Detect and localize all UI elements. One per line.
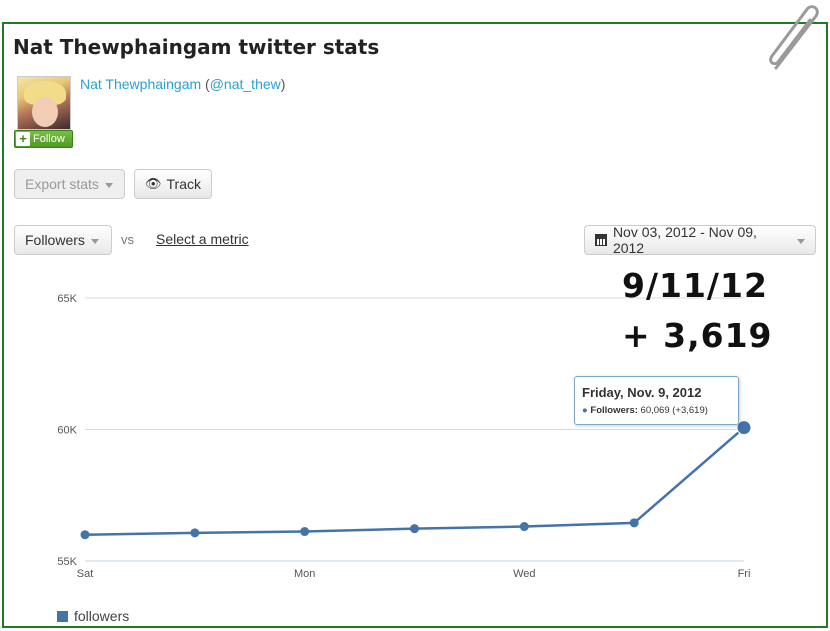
export-stats-label: Export stats — [25, 176, 99, 192]
tooltip-title: Friday, Nov. 9, 2012 — [582, 385, 702, 400]
tooltip-series-label: Followers: — [590, 405, 638, 416]
overlay-date-text: 9/11/12 — [622, 266, 768, 305]
calendar-icon — [595, 234, 607, 246]
data-point — [519, 522, 529, 532]
chart-legend[interactable]: followers — [57, 608, 129, 624]
tooltip-value: 60,069 (+3,619) — [640, 405, 708, 416]
x-tick-label: Sat — [77, 568, 94, 580]
follow-button[interactable]: + Follow — [14, 130, 73, 148]
chevron-down-icon — [104, 182, 113, 188]
export-stats-button[interactable]: Export stats — [14, 169, 125, 199]
user-name-line: Nat Thewphaingam (@nat_thew) — [80, 76, 286, 92]
x-tick-label: Mon — [294, 568, 315, 580]
track-button[interactable]: 👁 Track — [134, 169, 212, 199]
paperclip-icon — [769, 5, 819, 70]
data-point — [736, 420, 752, 436]
select-metric-link[interactable]: Select a metric — [156, 231, 249, 247]
tooltip-line: ● Followers: 60,069 (+3,619) — [582, 405, 708, 416]
chevron-down-icon — [797, 238, 805, 244]
chevron-down-icon — [90, 238, 99, 244]
data-point — [629, 518, 639, 528]
track-label: Track — [166, 176, 201, 192]
series-line — [84, 426, 745, 536]
legend-swatch — [57, 610, 68, 622]
follow-label: Follow — [33, 133, 65, 145]
x-tick-label: Fri — [738, 568, 751, 580]
metric-dropdown[interactable]: Followers — [14, 225, 112, 255]
date-range-picker[interactable]: Nov 03, 2012 - Nov 09, 2012 — [584, 224, 816, 256]
legend-label: followers — [74, 608, 130, 624]
y-tick-label: 55K — [57, 556, 77, 568]
overlay-gain-text: + 3,619 — [622, 316, 773, 355]
y-tick-label: 60K — [57, 425, 77, 437]
page-title: Nat Thewphaingam twitter stats — [13, 35, 380, 59]
metric-label: Followers — [25, 232, 85, 248]
data-point — [80, 530, 90, 540]
data-point — [190, 528, 200, 538]
plus-icon: + — [16, 132, 30, 146]
data-point — [300, 527, 310, 537]
avatar[interactable] — [17, 76, 71, 130]
y-tick-label: 65K — [57, 293, 77, 305]
date-range-label: Nov 03, 2012 - Nov 09, 2012 — [612, 224, 757, 256]
user-handle-link[interactable]: @nat_thew — [209, 76, 281, 92]
data-point — [410, 524, 419, 534]
chart-tooltip: Friday, Nov. 9, 2012 ● Followers: 60,069… — [574, 376, 739, 425]
vs-label: vs — [121, 232, 134, 247]
x-tick-label: Wed — [513, 568, 535, 580]
eye-icon: 👁 — [145, 176, 162, 191]
user-name-link[interactable]: Nat Thewphaingam — [80, 76, 202, 92]
